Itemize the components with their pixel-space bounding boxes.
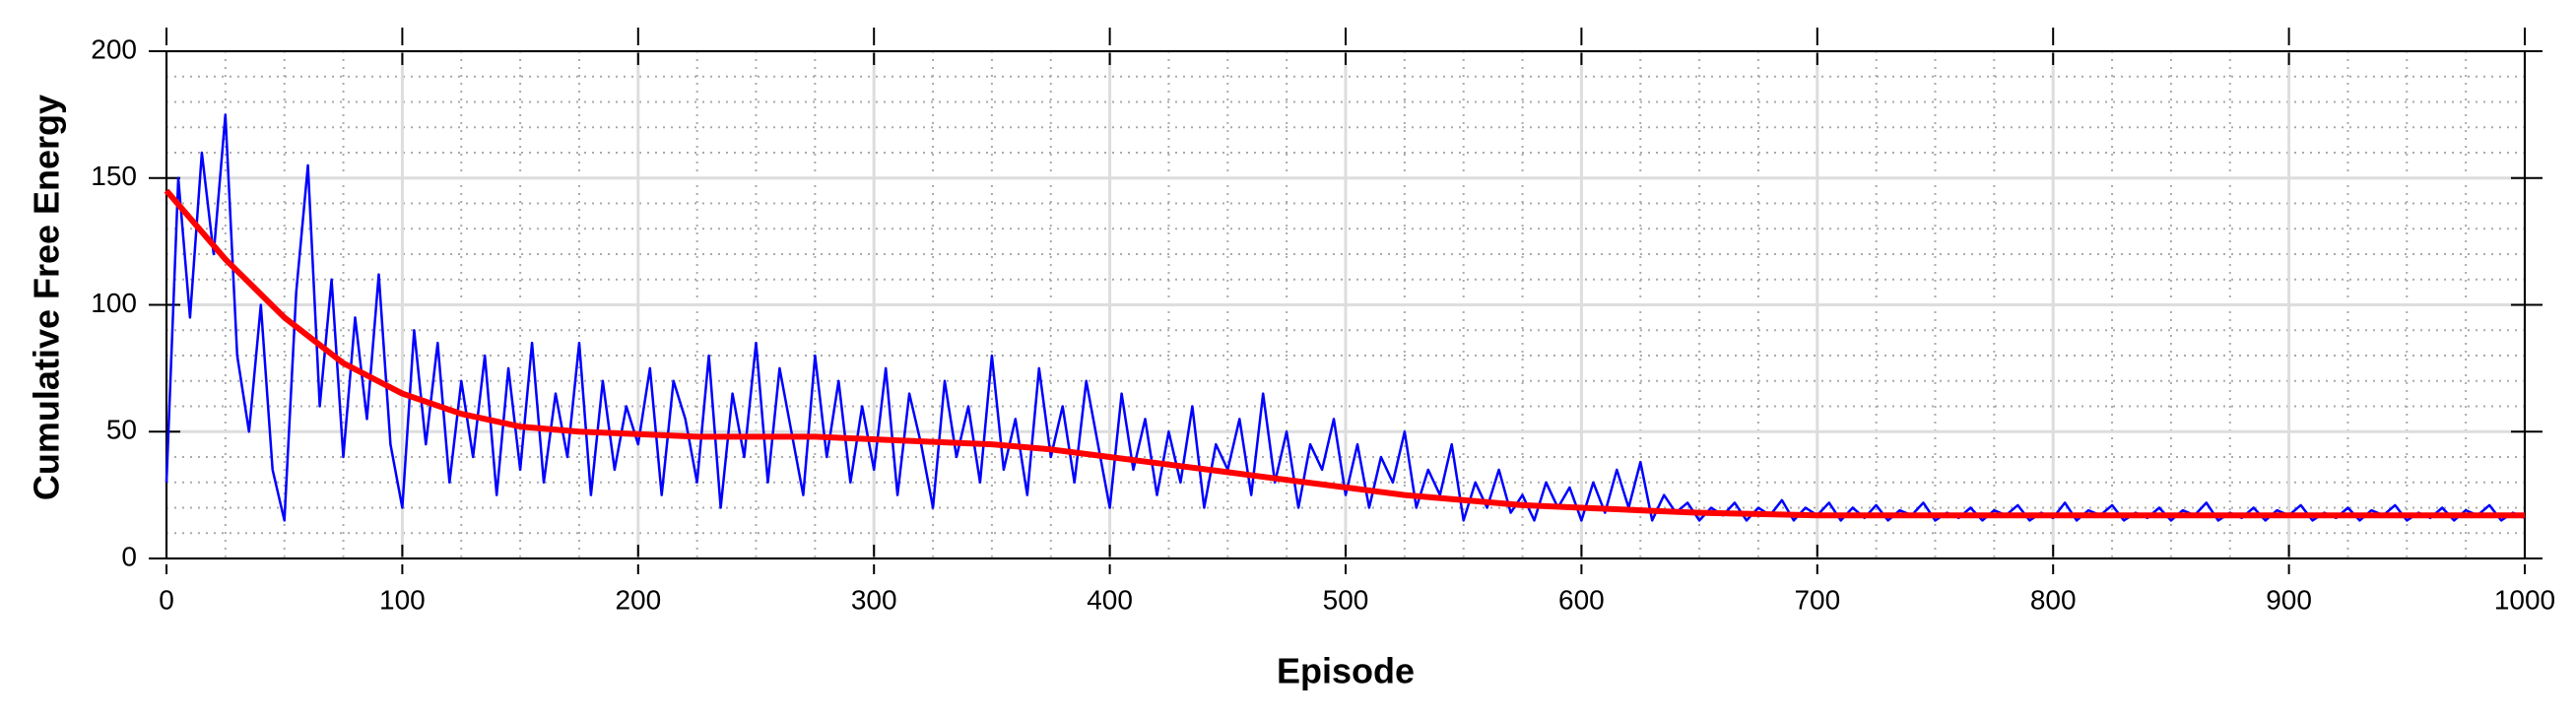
x-tick-label: 1000	[2494, 584, 2555, 615]
x-tick-label: 700	[1794, 584, 1840, 615]
x-axis-label: Episode	[1277, 651, 1415, 691]
y-axis-label: Cumulative Free Energy	[27, 95, 67, 500]
x-tick-label: 600	[1558, 584, 1605, 615]
x-tick-label: 200	[615, 584, 661, 615]
y-tick-label: 0	[121, 541, 137, 571]
x-tick-label: 800	[2030, 584, 2077, 615]
y-tick-label: 100	[91, 288, 137, 318]
plot-frame	[165, 50, 2526, 559]
x-tick-label: 900	[2266, 584, 2312, 615]
x-tick-label: 0	[159, 584, 174, 615]
x-tick-label: 300	[851, 584, 897, 615]
x-tick-label: 500	[1323, 584, 1369, 615]
x-tick-label: 400	[1087, 584, 1133, 615]
y-tick-label: 150	[91, 161, 137, 191]
x-tick-label: 100	[379, 584, 426, 615]
data-line	[164, 188, 2525, 519]
y-tick-label: 50	[106, 415, 137, 445]
y-tick-label: 200	[91, 33, 137, 64]
